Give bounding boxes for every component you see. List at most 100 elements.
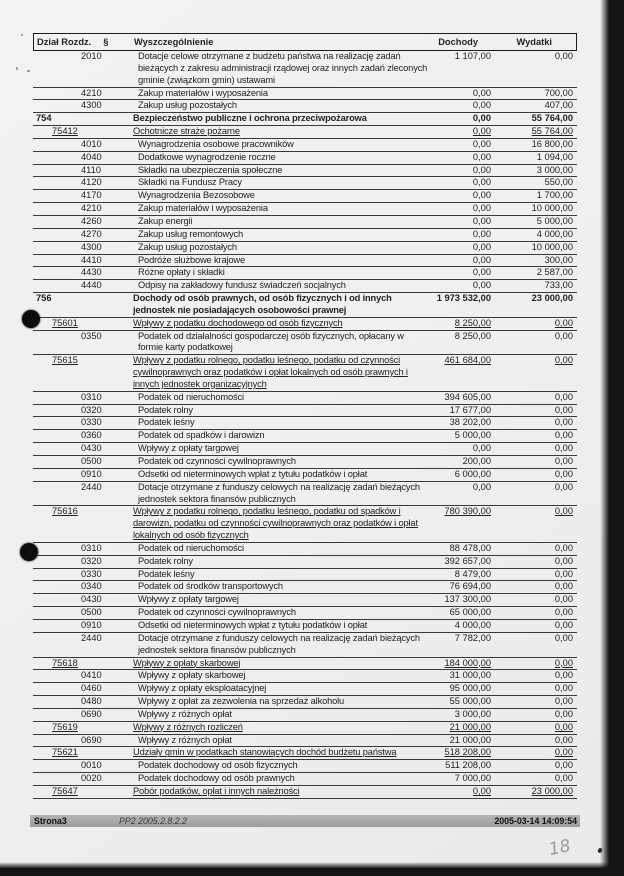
row-dochody: 8 479,00 <box>454 568 491 579</box>
row-code: 0460 <box>81 683 102 694</box>
row-code: 0910 <box>81 619 102 630</box>
row-wydatki: 4 000,00 <box>536 228 573 239</box>
row-code: 4110 <box>81 164 101 175</box>
row-code: 0310 <box>81 542 102 553</box>
table-header: Dział Rozdz. § Wyszczególnienie Dochody … <box>33 33 577 51</box>
row-code: 4440 <box>81 280 102 291</box>
table-row: 0910 Odsetki od nieterminowych wpłat z t… <box>33 620 577 633</box>
row-dochody: 461 684,00 <box>444 355 491 366</box>
row-name: Wpływy z opłaty skarbowej <box>133 657 241 668</box>
row-wydatki: 733,00 <box>544 280 573 291</box>
table-row: 75412 Ochotnicze straże pożarne 0,00 55 … <box>33 126 577 139</box>
row-code: 0340 <box>81 581 102 592</box>
row-code: 0010 <box>81 760 102 771</box>
row-name: Wynagrodzenia osobowe pracowników <box>138 138 294 149</box>
row-name: Różne opłaty i składki <box>138 267 225 278</box>
row-code: 0360 <box>81 430 102 441</box>
row-code: 4270 <box>81 228 102 239</box>
row-name: Bezpieczeństwo publiczne i ochrona przec… <box>133 113 367 124</box>
header-codes: Dział Rozdz. § <box>34 37 134 47</box>
row-dochody: 0,00 <box>472 87 491 98</box>
row-wydatki: 55 764,00 <box>531 126 573 137</box>
row-dochody: 1 107,00 <box>454 51 491 61</box>
table-row: 4410 Podróże służbowe krajowe 0,00 300,0… <box>33 255 577 268</box>
table-row: 0430 Wpływy z opłaty targowej 0,00 0,00 <box>33 443 577 456</box>
row-name: Podatek od nieruchomości <box>138 542 244 553</box>
hole-punch-top <box>22 310 40 328</box>
budget-table: Dział Rozdz. § Wyszczególnienie Dochody … <box>33 33 577 799</box>
row-code: 4170 <box>81 190 102 201</box>
row-dochody: 0,00 <box>472 280 491 291</box>
row-dochody: 38 202,00 <box>449 417 491 428</box>
row-code: 4430 <box>81 267 102 278</box>
handwritten-page-number: 18 <box>547 835 573 861</box>
row-wydatki: 0,00 <box>554 456 573 466</box>
row-name: Pobór podatków, opłat i innych należnośc… <box>133 785 300 796</box>
row-wydatki: 0,00 <box>554 555 573 566</box>
row-dochody: 7 000,00 <box>454 773 491 784</box>
table-row: 0690 Wpływy z różnych opłat 21 000,00 0,… <box>33 735 577 748</box>
row-code: 2010 <box>81 51 102 61</box>
table-row: 4300 Zakup usług pozostałych 0,00 407,00 <box>33 100 577 114</box>
row-dochody: 0,00 <box>472 443 491 454</box>
row-name: Odsetki od nieterminowych wpłat z tytułu… <box>138 619 368 630</box>
row-wydatki: 300,00 <box>544 254 573 265</box>
table-row: 75615 Wpływy z podatku rolnego, podatku … <box>33 355 577 392</box>
row-code: 75647 <box>52 785 78 796</box>
row-wydatki: 0,00 <box>554 773 573 784</box>
row-dochody: 137 300,00 <box>444 594 491 605</box>
row-code: 756 <box>36 293 52 304</box>
table-row: 0500 Podatek od czynności cywilnoprawnyc… <box>33 607 577 620</box>
row-name: Wpływy z różnych rozliczeń <box>133 721 243 732</box>
row-code: 75618 <box>52 657 78 668</box>
row-code: 0430 <box>81 594 102 605</box>
table-row: 75601 Wpływy z podatku dochodowego od os… <box>33 318 577 331</box>
row-name: Podatek leśny <box>138 568 195 579</box>
footer-bar: Strona3 PP2 2005.2.8.2.2 2005-03-14 14:0… <box>30 815 580 827</box>
row-name: Podatek od czynności cywilnoprawnych <box>138 607 296 618</box>
table-row: 2440 Dotacje otrzymane z funduszy celowy… <box>33 633 577 658</box>
row-dochody: 17 677,00 <box>449 404 491 415</box>
table-row: 4270 Zakup usług remontowych 0,00 4 000,… <box>33 229 577 242</box>
table-row: 0020 Podatek dochodowy od osób prawnych … <box>33 773 577 786</box>
scan-speck <box>16 67 18 70</box>
row-wydatki: 0,00 <box>554 443 573 454</box>
row-dochody: 0,00 <box>472 151 491 162</box>
row-dochody: 21 000,00 <box>449 734 491 745</box>
row-dochody: 7 782,00 <box>454 632 491 643</box>
row-wydatki: 0,00 <box>554 734 573 745</box>
scan-speck <box>21 34 23 36</box>
row-code: 0430 <box>81 443 102 454</box>
row-name: Dotacje otrzymane z funduszy celowych na… <box>138 481 420 504</box>
scan-speck <box>27 70 30 72</box>
table-row: 754 Bezpieczeństwo publiczne i ochrona p… <box>33 113 577 127</box>
row-dochody: 0,00 <box>472 138 491 149</box>
row-dochody: 0,00 <box>472 113 491 124</box>
row-dochody: 0,00 <box>472 241 491 252</box>
row-code: 2440 <box>81 632 102 643</box>
row-name: Podatek dochodowy od osób fizycznych <box>138 760 298 771</box>
row-dochody: 200,00 <box>462 456 491 466</box>
footer-page-label: Strona3 <box>34 816 67 826</box>
row-name: Składki na Fundusz Pracy <box>138 177 242 188</box>
row-wydatki: 0,00 <box>554 430 573 441</box>
header-wydatki: Wydatki <box>516 37 552 47</box>
header-dzial-rozdz: Dział Rozdz. <box>37 37 92 47</box>
row-wydatki: 0,00 <box>554 696 573 707</box>
row-name: Podatek od spadków i darowizn <box>138 430 265 441</box>
row-wydatki: 1 700,00 <box>536 190 573 201</box>
row-code: 4040 <box>81 151 102 162</box>
table-row: 4120 Składki na Fundusz Pracy 0,00 550,0… <box>33 177 577 191</box>
header-dochody: Dochody <box>438 37 478 47</box>
row-wydatki: 0,00 <box>554 568 573 579</box>
scan-edge-bottom <box>0 862 624 876</box>
header-paragraph: § <box>103 37 109 47</box>
row-name: Dochody od osób prawnych, od osób fizycz… <box>133 293 392 315</box>
row-dochody: 0,00 <box>472 100 491 111</box>
row-code: 75601 <box>52 317 78 328</box>
row-name: Wpływy z opłat za zezwolenia na sprzedaż… <box>138 696 345 707</box>
row-dochody: 88 478,00 <box>449 542 491 553</box>
row-wydatki: 0,00 <box>554 721 573 732</box>
row-wydatki: 55 764,00 <box>531 113 573 124</box>
row-wydatki: 0,00 <box>554 391 573 402</box>
